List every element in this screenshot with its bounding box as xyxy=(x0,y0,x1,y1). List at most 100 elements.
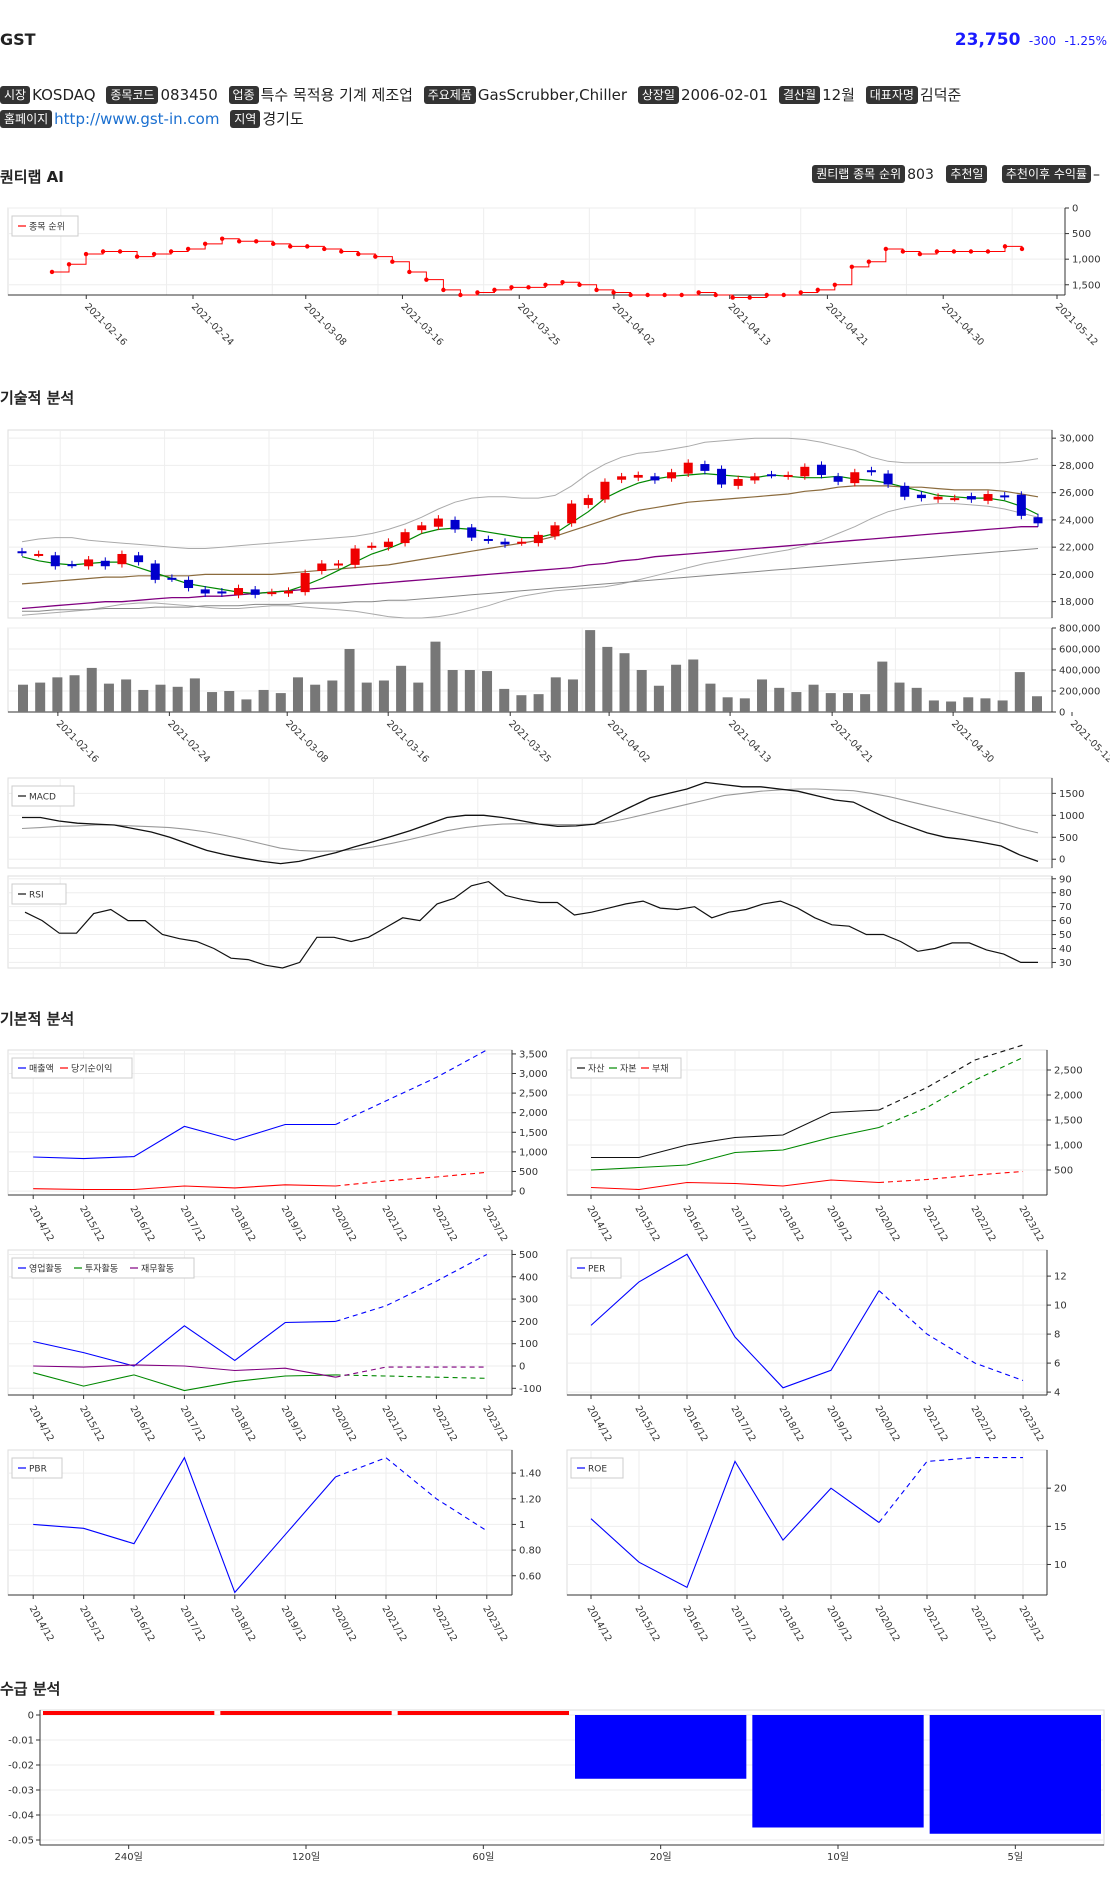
x-tick-label: 2018/12 xyxy=(228,1204,257,1244)
candle-body xyxy=(433,518,443,527)
y-tick-label: 10 xyxy=(1054,1301,1067,1312)
candle-body xyxy=(966,496,976,500)
volume-bar xyxy=(310,684,321,712)
y-tick-label: 15 xyxy=(1054,1522,1067,1533)
cashflow-forecast-line xyxy=(335,1254,488,1322)
y-tick-label: 8 xyxy=(1054,1330,1060,1341)
x-tick-label: 2021-04-02 xyxy=(610,301,657,348)
legend-label: PER xyxy=(588,1265,605,1275)
y-tick-label: 500 xyxy=(1054,1166,1073,1177)
rank-point xyxy=(764,292,769,298)
rank-point xyxy=(985,249,991,254)
x-tick-label: 2021/12 xyxy=(379,1604,408,1644)
x-tick-label: 120일 xyxy=(292,1851,320,1863)
rank-point xyxy=(100,249,106,254)
y-tick-label: 100 xyxy=(519,1339,538,1350)
pbr-legend xyxy=(11,1457,63,1479)
supply-bar xyxy=(929,1715,1101,1834)
x-tick-label: 2019/12 xyxy=(279,1604,308,1644)
rank-point xyxy=(1019,246,1025,252)
y-tick-label: 80 xyxy=(1059,888,1072,899)
x-tick-label: 2017/12 xyxy=(728,1204,757,1244)
candle-body xyxy=(717,468,727,485)
rank-label: 퀀티랩 종목 순위 xyxy=(812,165,906,183)
rank-point xyxy=(168,249,174,254)
rank-point xyxy=(611,290,616,295)
volume-bar xyxy=(103,683,114,712)
cashflow-legend xyxy=(11,1257,195,1279)
y-tick-label: 1 xyxy=(519,1520,525,1531)
volume-bar xyxy=(172,686,183,712)
market-label: 시장 xyxy=(0,86,31,104)
x-tick-label: 2023/12 xyxy=(480,1604,509,1644)
rank-point xyxy=(424,277,429,282)
y-tick-label: 1,500 xyxy=(519,1128,548,1139)
sales-forecast-line xyxy=(335,1049,488,1125)
volume-bar xyxy=(894,682,905,712)
volume-bar xyxy=(447,670,458,712)
rank-point xyxy=(917,251,923,257)
rank-point xyxy=(849,264,855,270)
candle-body xyxy=(833,476,843,482)
x-tick-label: 2022/12 xyxy=(430,1604,459,1644)
y-tick-label: 1000 xyxy=(1059,811,1084,822)
region-value: 경기도 xyxy=(262,110,304,128)
assets-series-line xyxy=(591,1109,880,1159)
volume-bar xyxy=(688,659,699,712)
x-tick-label: 2014/12 xyxy=(27,1604,56,1644)
rank-point xyxy=(390,259,395,264)
cashflow-series-line xyxy=(33,1372,336,1392)
volume-bar xyxy=(361,682,372,712)
legend-label: 재무활동 xyxy=(141,1263,174,1275)
x-tick-label: 2015/12 xyxy=(632,1204,661,1244)
rank-point xyxy=(696,290,701,295)
candle-body xyxy=(650,476,660,481)
candle-body xyxy=(850,472,860,484)
x-tick-label: 5일 xyxy=(1008,1851,1024,1863)
y-tick-label: 28,000 xyxy=(1059,461,1094,472)
legend-label: 당기순이익 xyxy=(71,1063,112,1075)
legend-label: MACD xyxy=(29,793,56,803)
volume-bar xyxy=(671,664,682,712)
legend-label: 종목 순위 xyxy=(29,222,65,233)
ma20-line xyxy=(21,485,1039,585)
volume-bar xyxy=(705,683,716,712)
candle-body xyxy=(533,534,543,544)
x-tick-label: 2021-05-12 xyxy=(1053,301,1100,348)
x-tick-label: 2018/12 xyxy=(776,1604,805,1644)
candle-body xyxy=(950,498,960,501)
volume-bar xyxy=(842,693,853,712)
candle-body xyxy=(633,474,643,478)
candle-body xyxy=(167,577,177,580)
y-tick-label: 500 xyxy=(519,1167,538,1178)
x-tick-label: 2020/12 xyxy=(872,1204,901,1244)
volume-bar xyxy=(69,675,80,712)
candle-body xyxy=(184,579,194,589)
legend-label: PBR xyxy=(29,1465,47,1475)
rank-point xyxy=(713,292,718,298)
candle-body xyxy=(500,541,510,545)
y-tick-label: 20 xyxy=(1054,1484,1067,1495)
volume-bar xyxy=(567,679,578,712)
candle-body xyxy=(550,525,560,537)
macd-legend xyxy=(11,785,75,807)
y-tick-label: -0.01 xyxy=(8,1736,34,1747)
homepage-link[interactable]: http://www.gst-in.com xyxy=(54,110,220,128)
x-tick-label: 2015/12 xyxy=(77,1204,106,1244)
rank-point xyxy=(730,295,735,300)
x-tick-label: 2021/12 xyxy=(920,1204,949,1244)
candle-body xyxy=(34,553,44,556)
product-value: GasScrubber,Chiller xyxy=(477,86,628,104)
candle-body xyxy=(217,591,227,594)
candle-body xyxy=(84,559,94,567)
x-tick-label: 2021/12 xyxy=(379,1404,408,1444)
x-tick-label: 2021-02-16 xyxy=(54,718,101,765)
volume-bar xyxy=(653,685,664,712)
volume-bar xyxy=(18,684,28,712)
cashflow-series-line xyxy=(33,1364,336,1378)
x-tick-label: 2023/12 xyxy=(1016,1204,1045,1244)
candle-body xyxy=(300,573,310,593)
volume-bar xyxy=(860,694,871,712)
rank-point xyxy=(577,282,582,287)
per-series-line xyxy=(590,1253,880,1389)
